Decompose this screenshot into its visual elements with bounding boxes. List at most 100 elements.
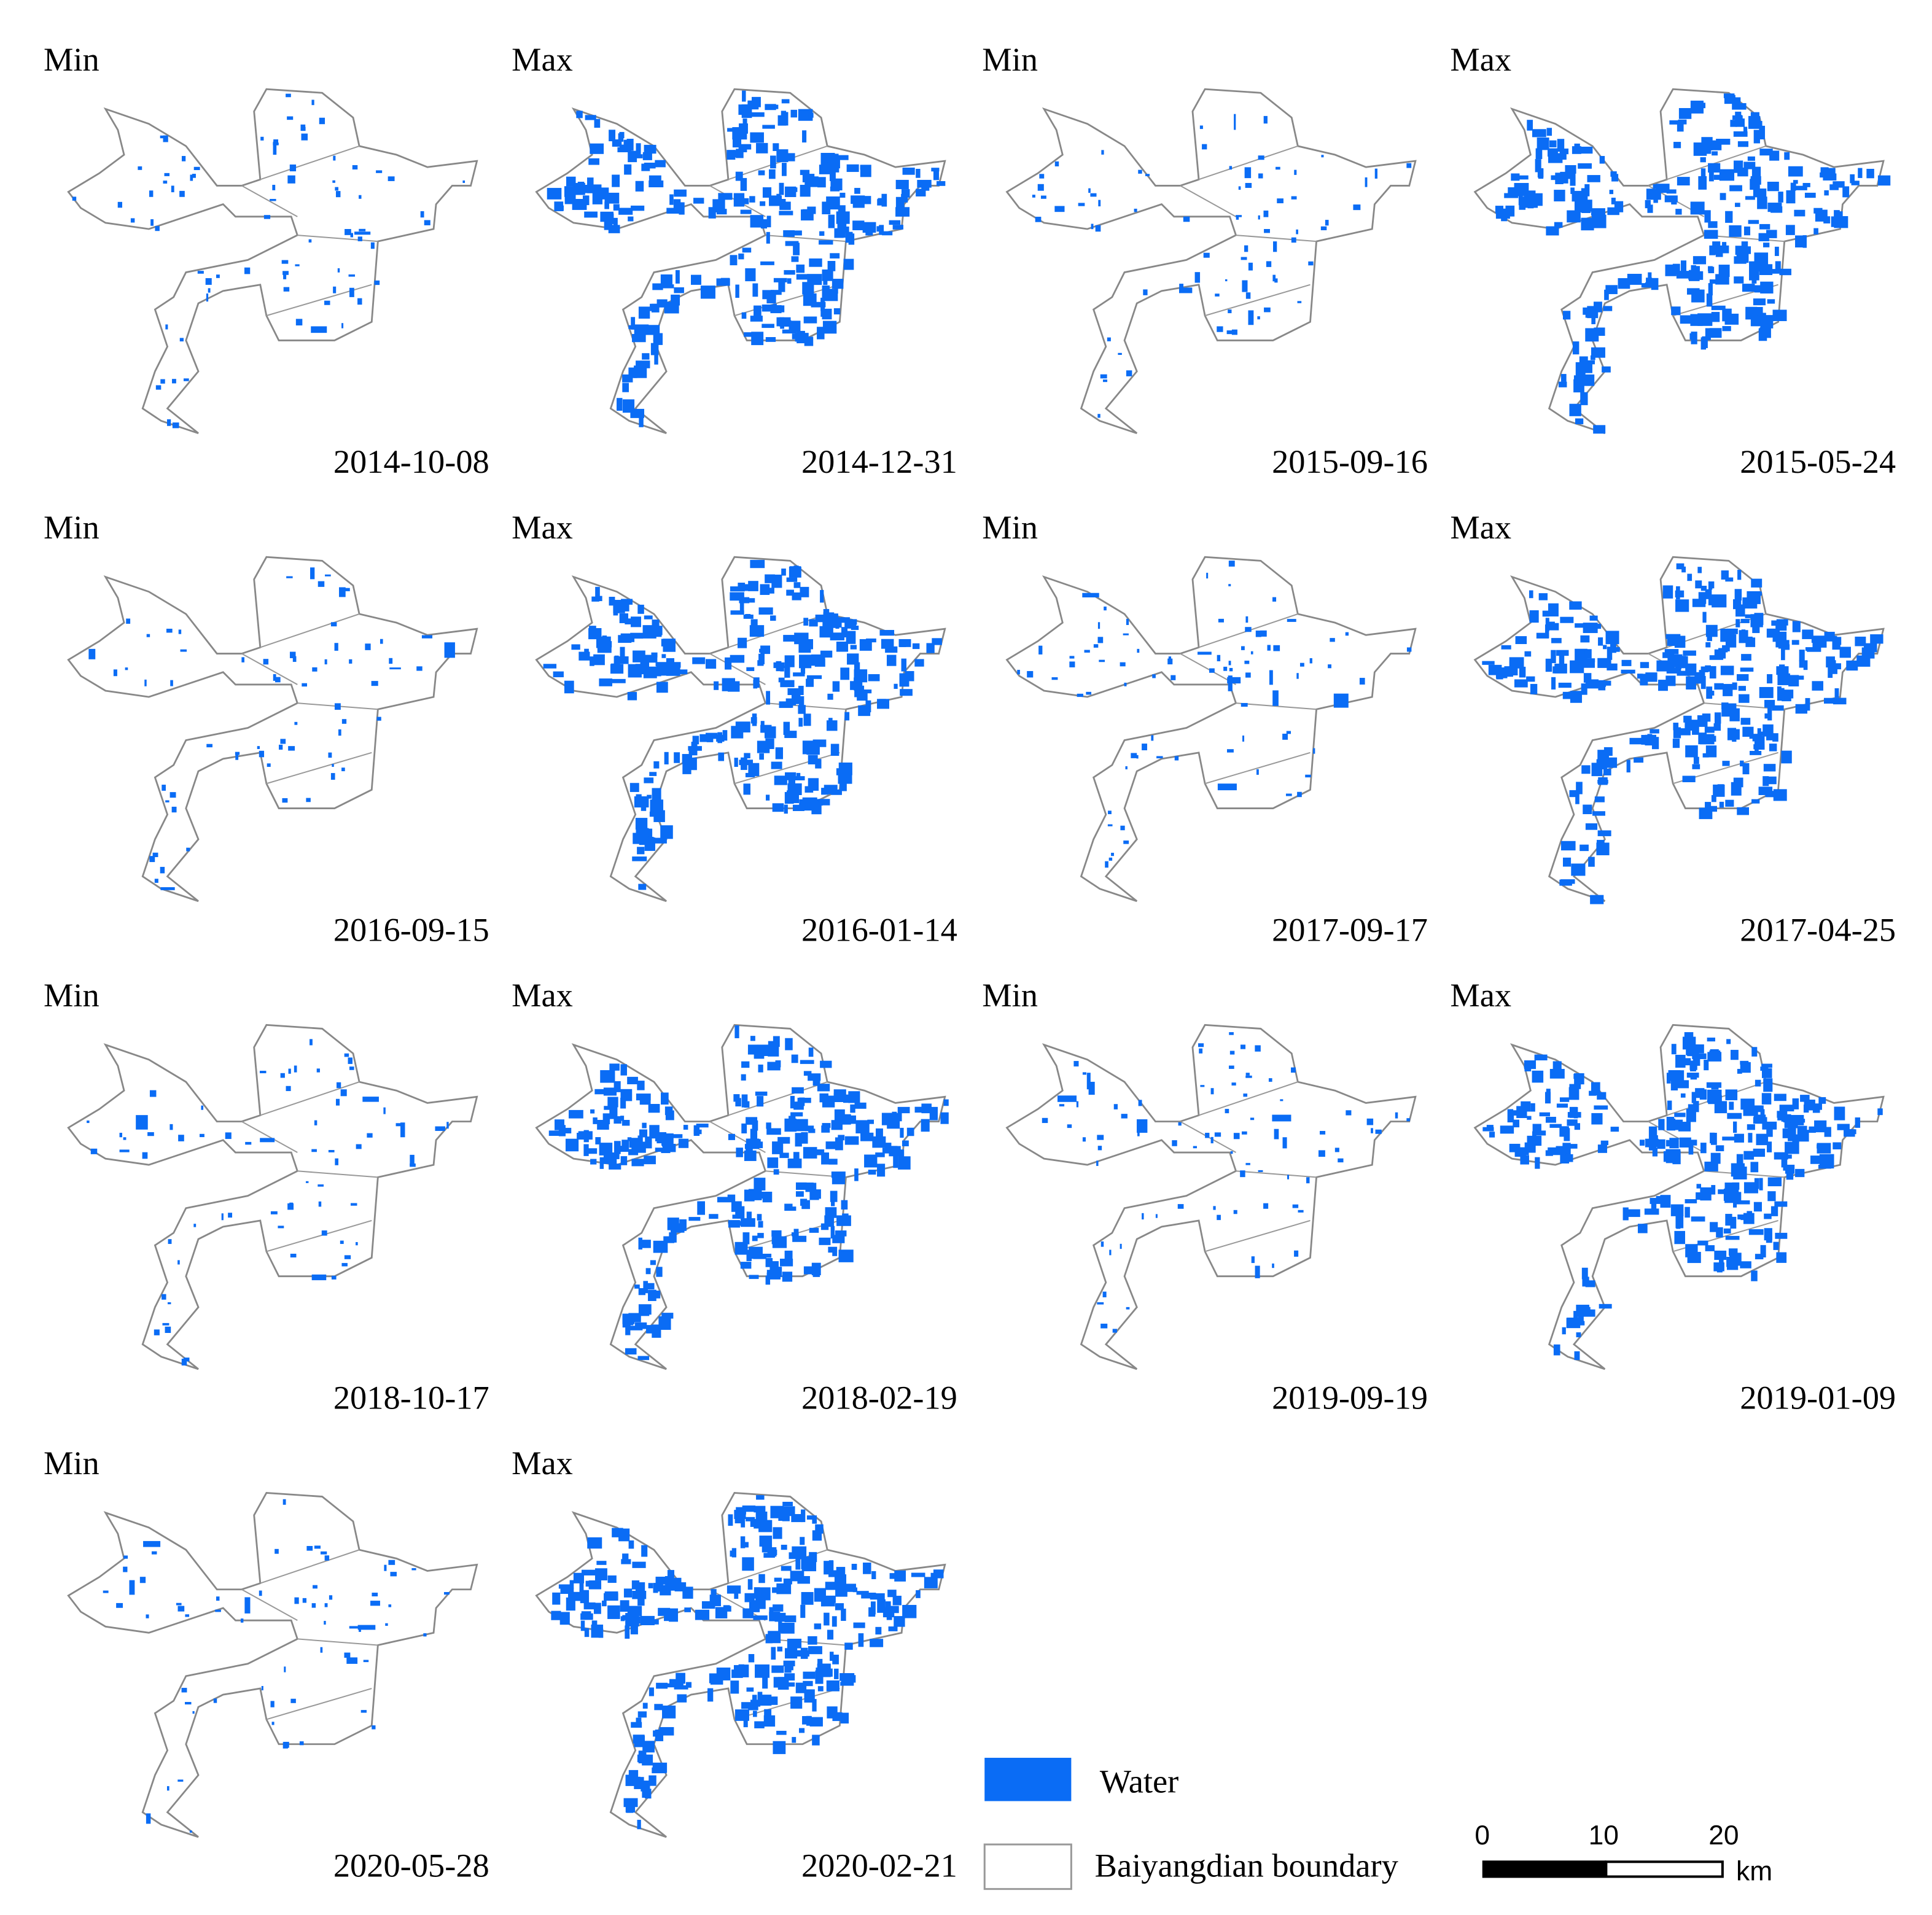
water-patch [620, 647, 625, 657]
water-patch [1143, 289, 1148, 295]
water-patch [1803, 1105, 1809, 1113]
water-patch [1711, 794, 1716, 802]
water-patch [626, 139, 634, 151]
water-patch [751, 332, 764, 346]
water-patch [216, 274, 220, 278]
water-patch [1711, 312, 1720, 322]
water-patch [1231, 329, 1237, 335]
water-patch [696, 1124, 709, 1128]
water-patch [585, 115, 596, 120]
water-patch [802, 209, 809, 217]
water-patch [1775, 1232, 1788, 1239]
water-patch [1243, 1093, 1248, 1097]
water-patch [629, 783, 639, 792]
water-patch [894, 1616, 905, 1627]
water-patch [1258, 215, 1260, 220]
water-patch [692, 736, 699, 745]
water-patch [1125, 766, 1128, 770]
water-patch [900, 689, 913, 696]
water-patch [858, 705, 871, 717]
water-patch [661, 1313, 674, 1319]
water-patch [281, 260, 289, 264]
water-patch [1233, 1133, 1240, 1140]
water-patch [901, 193, 908, 203]
water-patch [1733, 777, 1743, 788]
water-patch [760, 1587, 771, 1601]
water-patch [661, 639, 667, 647]
water-patch [332, 180, 335, 183]
water-patch [1109, 1249, 1112, 1256]
water-patch [764, 1709, 772, 1719]
water-patch [221, 1213, 224, 1221]
water-patch [165, 1326, 171, 1334]
water-patch [1108, 857, 1113, 861]
water-patch [1737, 674, 1743, 681]
water-patch [1708, 283, 1713, 296]
water-patch [669, 1679, 680, 1684]
water-patch [1712, 241, 1721, 255]
water-patch [1772, 631, 1787, 642]
water-patch [1614, 647, 1620, 652]
water-patch [390, 1572, 397, 1577]
water-patch [597, 643, 612, 653]
water-patch [1818, 1165, 1831, 1169]
water-patch [765, 1258, 773, 1267]
water-patch [282, 1742, 288, 1749]
water-patch [1823, 168, 1836, 178]
water-patch [1775, 640, 1781, 648]
water-patch [1755, 742, 1759, 753]
water-patch [921, 185, 930, 191]
water-patch [752, 96, 761, 107]
water-patch [1251, 1256, 1255, 1264]
water-patch [735, 171, 743, 181]
water-patch [824, 1215, 835, 1227]
water-patch [1548, 1147, 1562, 1156]
water-patch [1730, 1216, 1737, 1229]
water-patch [872, 1136, 886, 1148]
water-patch [791, 1513, 803, 1523]
water-patch [901, 658, 907, 672]
scale-unit: km [1736, 1857, 1772, 1887]
water-patch [1763, 776, 1769, 787]
water-patch [750, 1128, 758, 1142]
water-patch [1229, 667, 1233, 672]
water-patch [146, 634, 150, 637]
water-patch [286, 1086, 291, 1092]
water-patch [821, 1125, 830, 1133]
water-patch [1767, 776, 1777, 785]
water-patch [617, 398, 623, 411]
water-patch [443, 1591, 450, 1595]
water-patch [275, 677, 281, 683]
water-patch [1142, 744, 1147, 750]
baiyangdian-boundary [535, 1024, 946, 1370]
water-patch [1500, 1125, 1514, 1134]
baiyangdian-boundary [1473, 88, 1885, 434]
water-patch [1702, 713, 1711, 722]
water-patch [766, 216, 771, 228]
water-patch [1366, 1118, 1374, 1125]
water-patch [1778, 192, 1783, 203]
water-patch [832, 164, 839, 173]
water-patch [637, 1819, 641, 1830]
water-patch [752, 283, 758, 297]
water-patch [160, 135, 166, 139]
water-patch [1740, 667, 1754, 672]
water-patch [259, 1590, 262, 1596]
water-patch [1622, 1207, 1629, 1221]
water-patch [1621, 659, 1632, 666]
water-patch [372, 1592, 378, 1597]
water-patch [820, 310, 830, 317]
water-patch [1647, 204, 1653, 213]
water-patch [609, 1152, 617, 1165]
water-patch [812, 1517, 817, 1524]
water-patch [792, 1737, 797, 1743]
water-patch [801, 1591, 814, 1605]
water-patch [1779, 1105, 1794, 1112]
water-layer [88, 567, 455, 890]
water-patch [139, 1577, 146, 1583]
water-patch [1767, 181, 1779, 192]
water-patch [372, 1725, 376, 1730]
water-patch [792, 1087, 804, 1094]
water-patch [1753, 1202, 1762, 1212]
water-patch [943, 1099, 949, 1106]
